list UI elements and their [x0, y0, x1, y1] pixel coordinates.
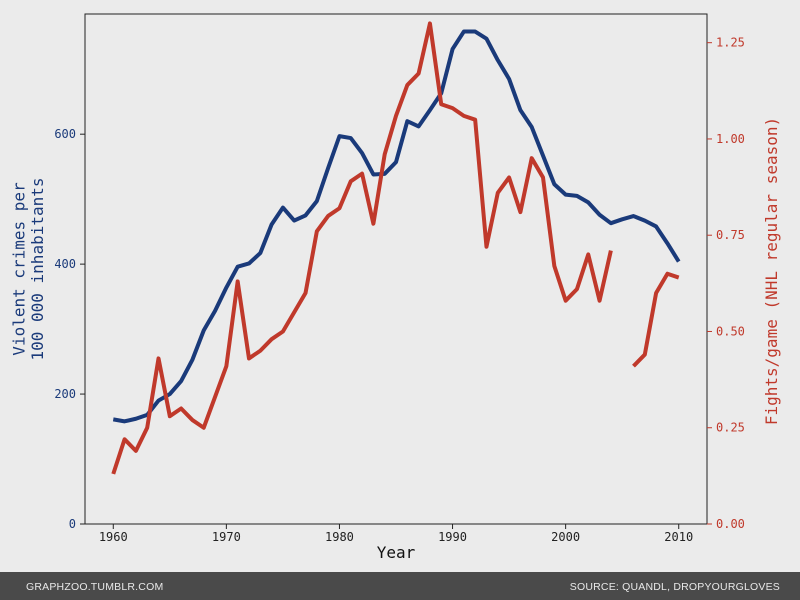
plot-area [84, 13, 708, 525]
nhl-fights-series-line [632, 271, 680, 368]
right-y-tick-label: 1.25 [716, 36, 745, 50]
left-y-tick-label: 200 [54, 387, 76, 401]
left-y-tick-label: 400 [54, 257, 76, 271]
footer-bar: GRAPHZOO.TUMBLR.COM SOURCE: QUANDL, DROP… [0, 572, 800, 600]
series-layer [111, 21, 681, 475]
left-y-axis-title: Violent crimes per100 000 inhabitants [9, 177, 46, 360]
right-y-tick-label: 0.00 [716, 517, 745, 531]
x-tick-label: 2000 [551, 530, 580, 544]
x-axis-title: Year [377, 543, 416, 562]
footer-credit: GRAPHZOO.TUMBLR.COM [26, 581, 164, 593]
dual-axis-line-chart: 1960 1970 1980 1990 2000 2010 0 200 400 600 0.00… [9, 13, 781, 562]
right-y-tick-label: 0.75 [716, 228, 745, 242]
right-y-axis-title: Fights/game (NHL regular season) [762, 117, 781, 425]
right-y-tick-label: 0.50 [716, 324, 745, 338]
right-y-axis: 0.00 0.25 0.50 0.75 1.00 1.25 [707, 36, 745, 531]
x-tick-label: 1990 [438, 530, 467, 544]
left-y-tick-label: 0 [69, 517, 76, 531]
x-tick-label: 2010 [664, 530, 693, 544]
x-tick-label: 1970 [212, 530, 241, 544]
left-y-tick-label: 600 [54, 127, 76, 141]
left-y-axis-title-line: 100 000 inhabitants [28, 177, 47, 360]
x-tick-label: 1980 [325, 530, 354, 544]
nhl-fights-series-line [111, 21, 613, 475]
left-y-axis: 0 200 400 600 [54, 127, 85, 531]
x-axis: 1960 1970 1980 1990 2000 2010 [99, 524, 693, 544]
violent-crime-series-line [112, 29, 681, 424]
footer-source: SOURCE: QUANDL, DROPYOURGLOVES [569, 581, 780, 593]
left-y-axis-title-line: Violent crimes per [9, 182, 28, 356]
right-y-tick-label: 0.25 [716, 421, 745, 435]
x-tick-label: 1960 [99, 530, 128, 544]
right-y-tick-label: 1.00 [716, 132, 745, 146]
